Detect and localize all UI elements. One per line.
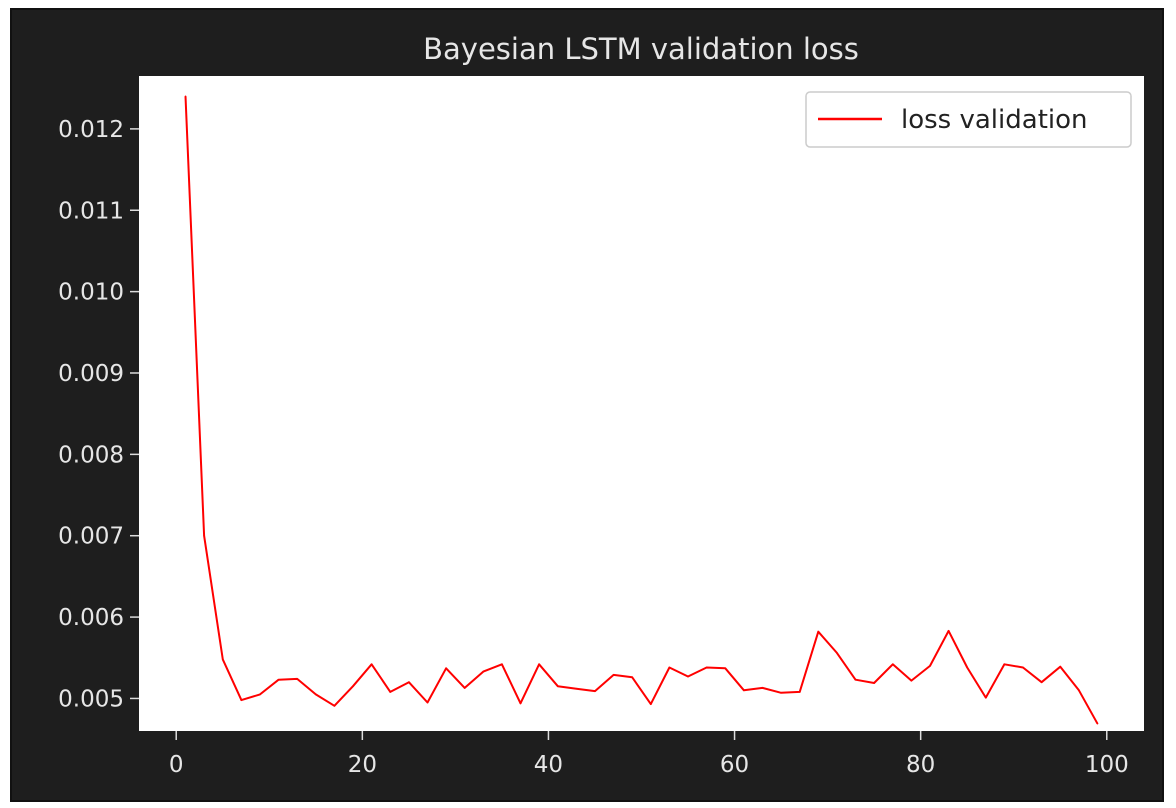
y-tick-label: 0.007: [58, 524, 124, 550]
data-point: [668, 666, 671, 669]
data-point: [501, 663, 503, 666]
chart-title: Bayesian LSTM validation loss: [423, 32, 859, 66]
data-point: [240, 699, 243, 701]
legend-label-loss-validation: loss validation: [901, 105, 1088, 135]
data-point: [743, 689, 745, 692]
data-point: [221, 658, 224, 661]
y-tick-label: 0.011: [58, 198, 124, 224]
x-tick-label: 40: [534, 752, 563, 778]
data-point: [445, 667, 447, 670]
data-point: [352, 685, 354, 688]
data-point: [594, 690, 596, 692]
data-point: [761, 687, 764, 689]
x-tick-label: 100: [1085, 752, 1129, 778]
y-tick-label: 0.012: [58, 117, 124, 143]
data-point: [370, 663, 373, 666]
data-point: [798, 691, 801, 693]
legend: loss validation: [805, 91, 1132, 148]
data-point: [1059, 665, 1062, 668]
line-chart: Bayesian LSTM validation loss 0 20 40 60 80 1…: [58, 32, 1144, 778]
data-point: [929, 665, 931, 667]
data-point: [1040, 681, 1043, 683]
data-point: [1022, 666, 1024, 669]
data-point: [724, 667, 727, 670]
y-tick-label: 0.009: [58, 361, 124, 387]
data-point: [315, 693, 317, 696]
data-point: [1096, 722, 1099, 725]
x-tick-label: 0: [169, 752, 184, 778]
chart-figure: Bayesian LSTM validation loss 0 20 40 60 80 1…: [10, 8, 1164, 802]
series-line-0: [184, 96, 1099, 725]
data-point: [408, 681, 410, 683]
data-point: [947, 630, 950, 632]
data-point: [1003, 663, 1006, 666]
data-point: [184, 95, 187, 98]
data-point: [389, 691, 392, 693]
data-point: [873, 682, 875, 684]
plot-area: [139, 76, 1144, 731]
data-point: [1078, 689, 1080, 692]
x-tick-label: 60: [720, 752, 749, 778]
data-point: [705, 666, 708, 669]
data-point: [612, 674, 615, 676]
data-point: [333, 704, 336, 707]
data-point: [780, 691, 782, 694]
data-point: [556, 685, 559, 688]
data-point: [687, 675, 689, 678]
data-point: [203, 534, 205, 537]
data-point: [575, 687, 578, 690]
data-point: [631, 676, 633, 679]
data-point: [259, 693, 261, 696]
data-point: [650, 703, 652, 705]
data-point: [854, 678, 857, 681]
x-tick-label: 80: [906, 752, 935, 778]
data-point: [817, 630, 820, 633]
data-point: [836, 652, 838, 654]
y-tick-label: 0.005: [58, 686, 124, 712]
data-point: [985, 696, 987, 699]
data-point: [482, 670, 485, 673]
data-point: [891, 663, 894, 666]
series-layer: [184, 95, 1099, 725]
data-point: [538, 663, 540, 666]
data-point: [966, 666, 968, 669]
y-tick-label: 0.008: [58, 442, 124, 468]
data-point: [277, 678, 280, 681]
data-point: [519, 702, 522, 705]
legend-box: [805, 91, 1132, 148]
data-point: [463, 687, 466, 689]
y-tick-label: 0.010: [58, 280, 124, 306]
data-point: [910, 679, 913, 682]
x-tick-label: 20: [348, 752, 377, 778]
data-point: [296, 678, 298, 680]
data-point: [426, 701, 429, 704]
axes: 0 20 40 60 80 100 0.005 0.006 0.007 0.008 0.009 0.0…: [58, 117, 1129, 778]
y-tick-label: 0.006: [58, 605, 124, 631]
